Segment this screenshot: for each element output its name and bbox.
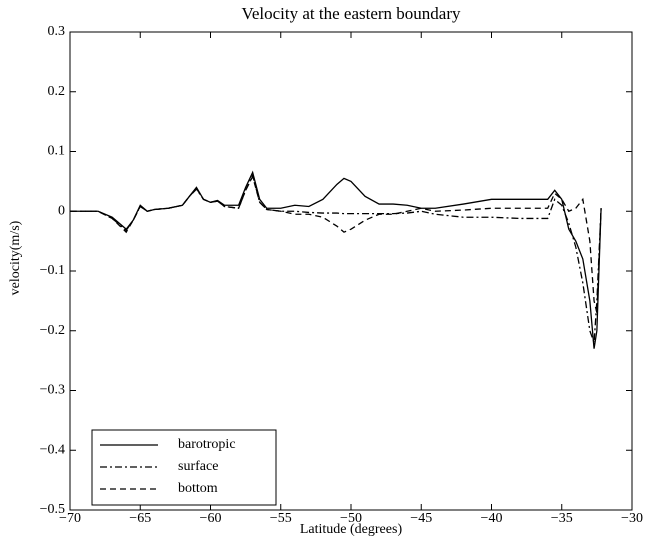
legend-label: bottom [178,481,218,496]
y-tick-label: −0.4 [40,442,65,457]
x-tick-label: −35 [551,511,573,526]
x-tick-label: −65 [129,511,151,526]
x-tick-label: −40 [481,511,503,526]
y-tick-label: −0.1 [40,263,65,278]
line-bottom [70,174,602,313]
y-tick-label: 0 [58,203,65,218]
x-axis-label: Latitude (degrees) [300,522,403,537]
y-tick-label: 0.2 [48,84,66,99]
y-axis-label: velocity(m/s) [8,220,23,295]
y-tick-label: −0.2 [40,323,65,338]
x-tick-label: −50 [340,511,362,526]
y-tick-label: 0.3 [48,24,66,39]
x-tick-label: −55 [270,511,292,526]
y-tick-label: 0.1 [48,144,66,159]
x-tick-label: −70 [59,511,81,526]
x-tick-label: −60 [200,511,222,526]
x-tick-label: −30 [621,511,643,526]
x-tick-label: −45 [410,511,432,526]
line-surface [70,173,602,343]
legend-box [91,429,277,506]
legend-label: surface [178,459,218,474]
chart-title: Velocity at the eastern boundary [241,4,461,23]
y-tick-label: −0.3 [40,383,65,398]
line-barotropic [70,170,602,349]
y-tick-label: −0.5 [40,502,65,517]
legend-label: barotropic [178,437,236,452]
